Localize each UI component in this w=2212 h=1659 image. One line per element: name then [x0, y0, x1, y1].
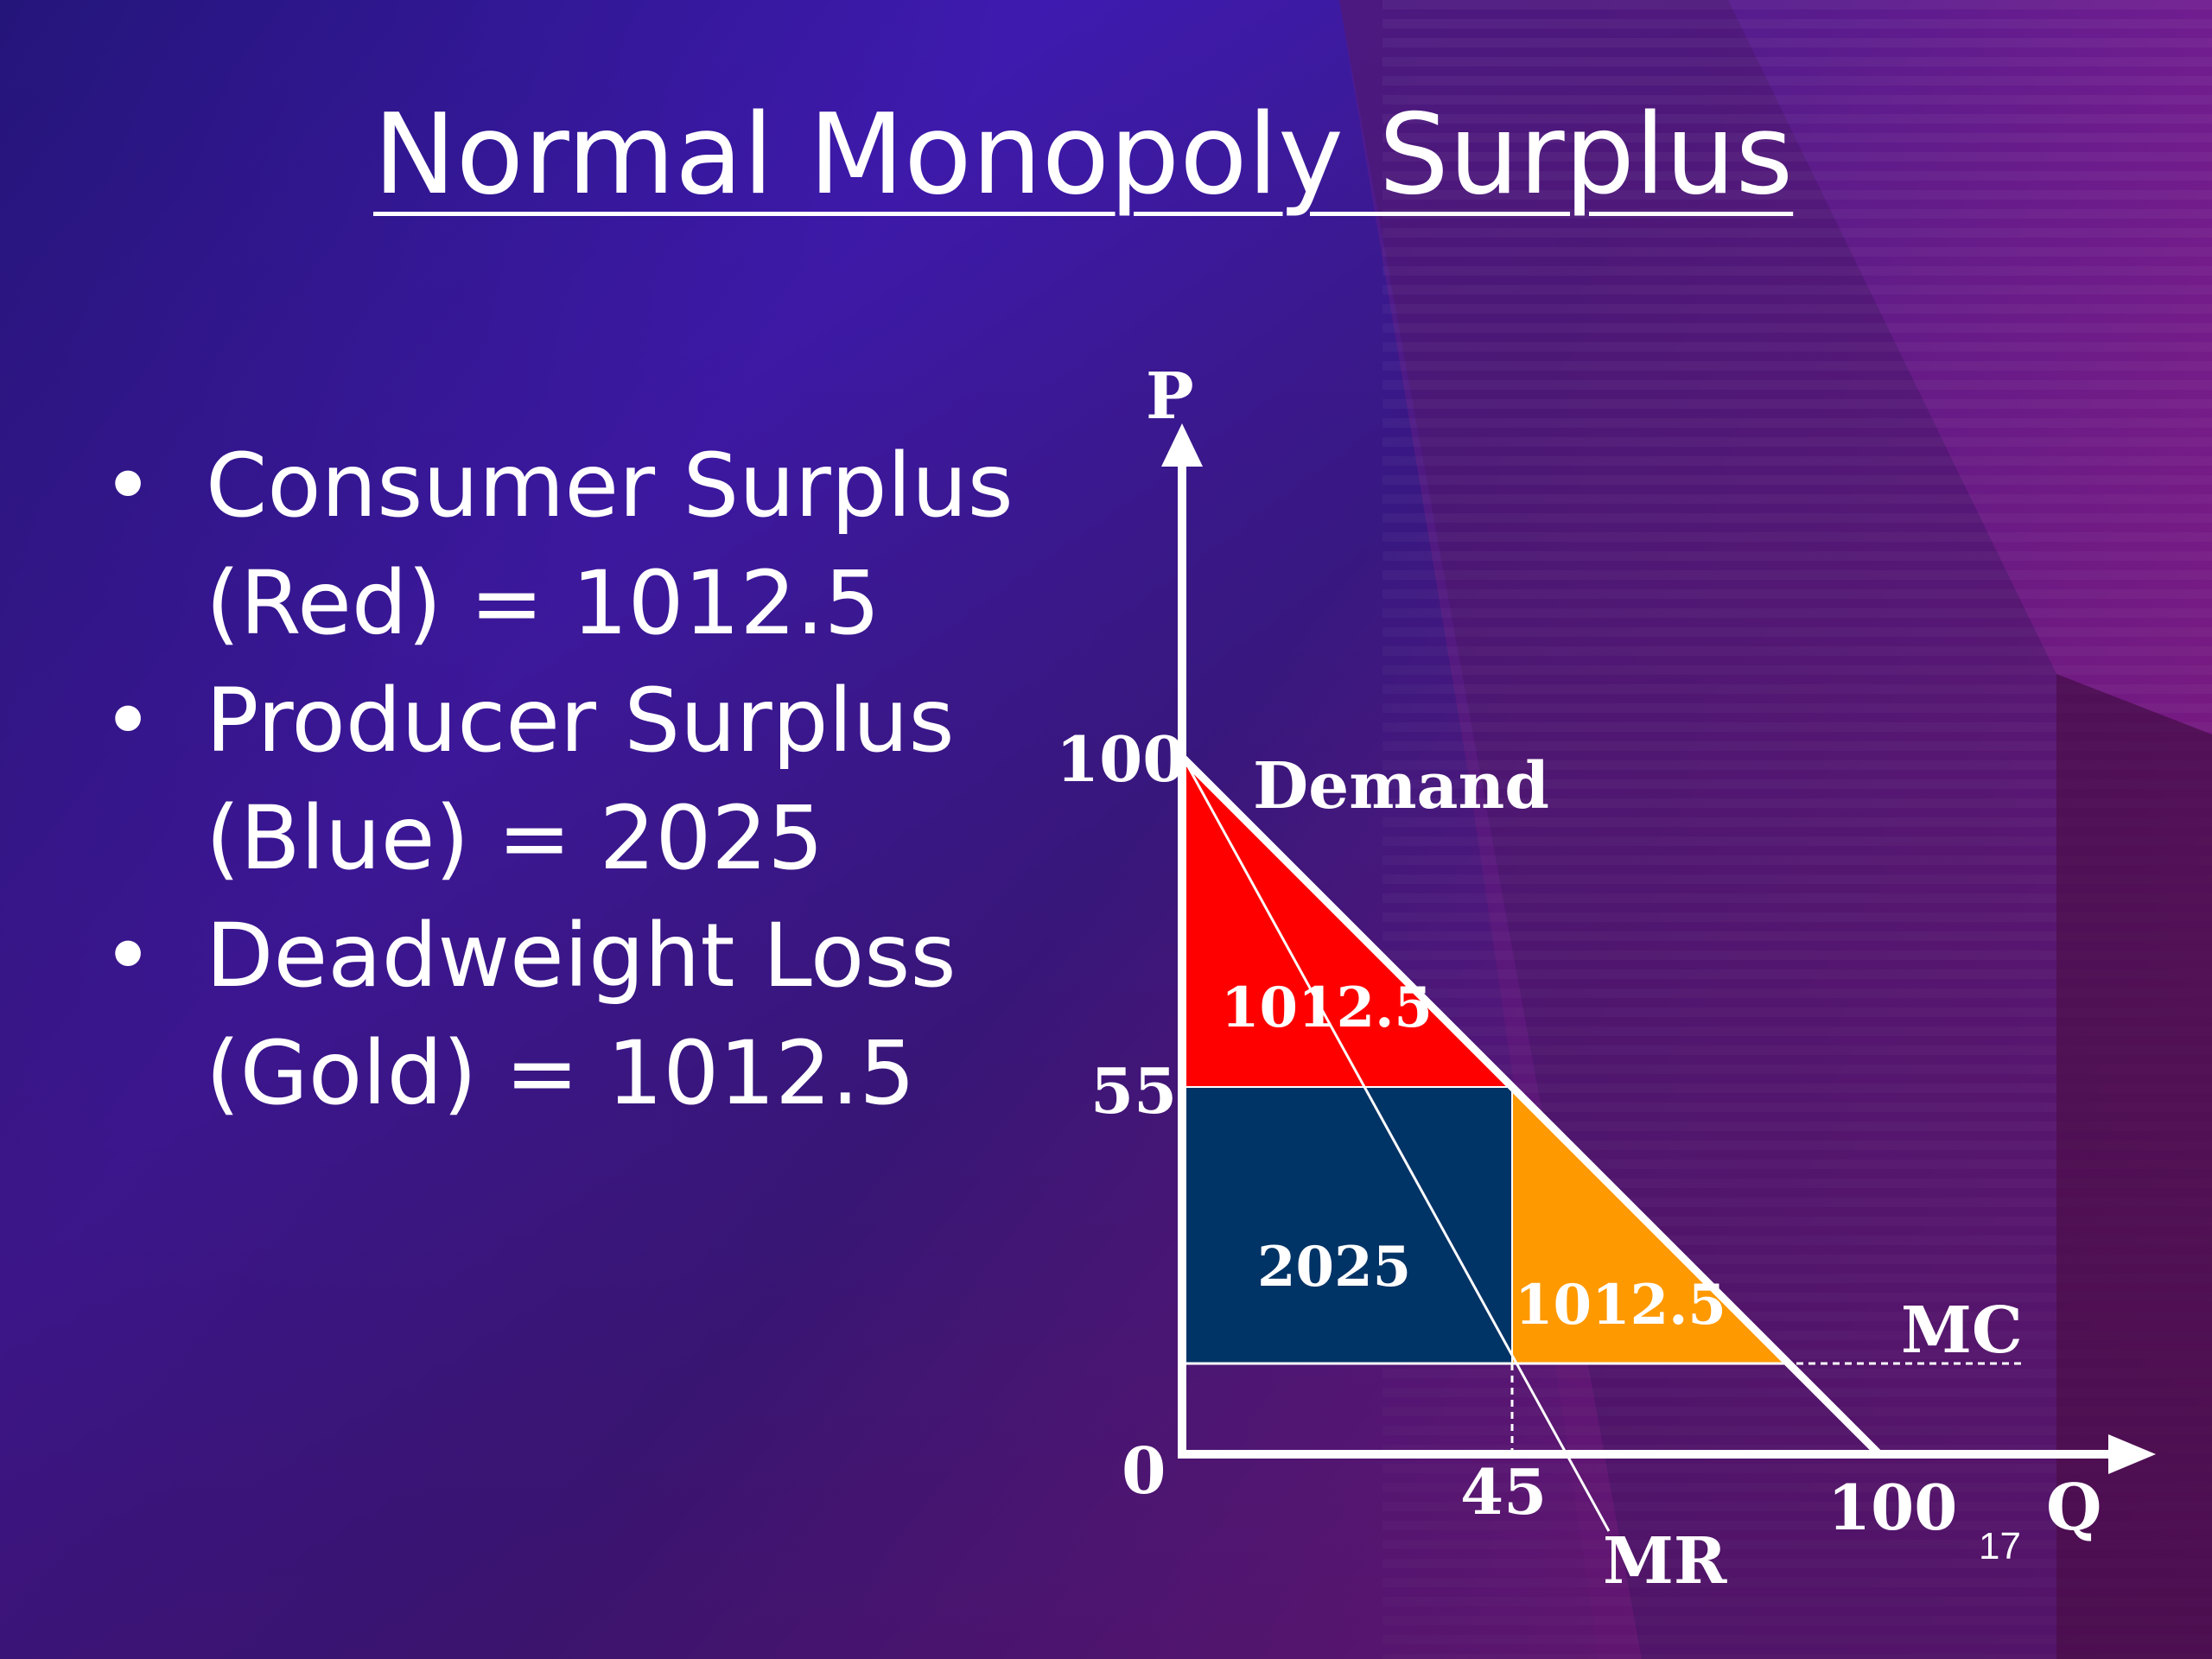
- slide-title: Normal Monopoly Surplus: [373, 91, 1794, 219]
- producer-surplus-value: 2025: [1257, 1235, 1411, 1300]
- bullet-dot: •: [102, 905, 155, 1007]
- demand-curve: [1180, 755, 1883, 1458]
- bullet-producer-surplus: • Producer Surplus (Blue) = 2025: [95, 663, 1046, 898]
- bullet-line: (Gold) = 1012.5: [206, 1022, 916, 1125]
- mr-label: MR: [1603, 1524, 1727, 1599]
- quantity-axis-label: Q: [2046, 1471, 2101, 1545]
- mc-label: MC: [1901, 1294, 2023, 1368]
- price-axis-arrow: [1161, 423, 1203, 467]
- mr-curve: [1182, 758, 1611, 1532]
- quantity-tick-45: 45: [1460, 1455, 1547, 1529]
- bullet-dot: •: [102, 435, 155, 537]
- producer-surplus-area: [1184, 1087, 1512, 1363]
- deadweight-loss-value: 1012.5: [1515, 1273, 1726, 1338]
- quantity-tick-100: 100: [1827, 1471, 1957, 1544]
- slide-page-number: 17: [1979, 1525, 2021, 1567]
- origin-label: 0: [1122, 1434, 1166, 1509]
- price-tick-55: 55: [1090, 1054, 1177, 1128]
- quantity-axis-arrow: [2108, 1434, 2156, 1474]
- bullet-line: (Blue) = 2025: [206, 787, 824, 890]
- bullet-line: Producer Surplus: [206, 670, 955, 772]
- bullet-line: Consumer Surplus: [206, 435, 1014, 537]
- bullet-consumer-surplus: • Consumer Surplus (Red) = 1012.5: [95, 428, 1046, 663]
- demand-label: Demand: [1253, 749, 1549, 823]
- bullet-line: (Red) = 1012.5: [206, 552, 880, 655]
- consumer-surplus-value: 1012.5: [1221, 976, 1433, 1040]
- price-axis-label: P: [1146, 359, 1194, 434]
- price-tick-100: 100: [1056, 722, 1185, 796]
- surplus-bullet-list: • Consumer Surplus (Red) = 1012.5 • Prod…: [95, 428, 1046, 1133]
- bullet-dot: •: [102, 670, 155, 772]
- bullet-line: Deadweight Loss: [206, 905, 957, 1007]
- bullet-deadweight-loss: • Deadweight Loss (Gold) = 1012.5: [95, 898, 1046, 1133]
